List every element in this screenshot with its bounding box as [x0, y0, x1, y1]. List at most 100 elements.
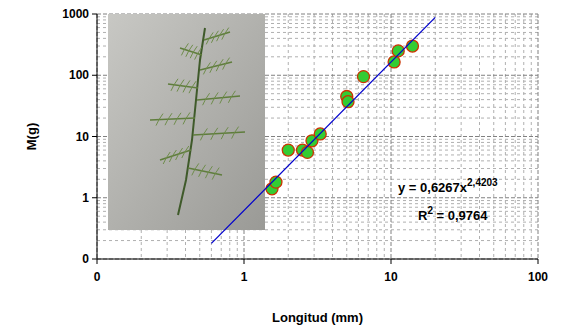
plot-data — [211, 17, 435, 243]
fern-leaf — [160, 150, 191, 160]
x-tick-label: 10 — [384, 270, 398, 284]
grid-line — [97, 259, 538, 260]
fern-leaflet — [195, 54, 198, 60]
fern-leaflet — [176, 154, 179, 160]
y-tick-label: 100 — [69, 68, 89, 82]
fern-leaflet — [159, 114, 163, 120]
fern-leaflet — [186, 51, 189, 57]
fern-leaflet — [171, 85, 174, 91]
fern-leaflet — [231, 91, 235, 97]
x-tick-label: 100 — [528, 270, 548, 284]
fern-leaflet — [220, 98, 223, 104]
y-tick — [92, 14, 97, 15]
fern-leaflet — [195, 163, 199, 169]
x-tick — [244, 259, 245, 264]
fern-leaflet — [185, 146, 189, 152]
fern-leaflet — [206, 38, 209, 44]
fern-leaflet — [192, 169, 195, 175]
fern-leaflet — [225, 28, 229, 34]
fern-leaf — [188, 168, 222, 175]
photo-background — [108, 14, 265, 230]
fern-leaflet — [215, 168, 219, 174]
fern-leaflet — [217, 35, 220, 41]
fern-leaflet — [214, 128, 218, 134]
fern-leaflet — [163, 158, 166, 164]
fern-leaflet — [165, 119, 168, 125]
fern-leaflet — [182, 152, 185, 158]
fern-leaflet — [220, 29, 224, 35]
fern-leaflet — [180, 80, 184, 86]
fern-leaflet — [168, 113, 172, 119]
x-tick — [97, 259, 98, 264]
data-point — [301, 146, 313, 158]
fern-leaflet — [228, 97, 231, 103]
y-tick — [92, 197, 97, 198]
fern-leaflet — [212, 174, 215, 180]
fern-leaflet — [156, 120, 159, 126]
fern-leaflet — [189, 87, 192, 93]
x-axis-title: Longitud (mm) — [272, 310, 363, 325]
x-tick — [538, 259, 539, 264]
fern-leaflet — [205, 172, 208, 178]
fern-leaflet — [214, 92, 218, 98]
annotation-text: = 0,9764 — [433, 208, 488, 223]
minor-grid-line — [288, 14, 289, 259]
fern-leaflet — [222, 34, 225, 40]
inset-photo — [108, 14, 265, 230]
fern-leaflet — [209, 32, 213, 38]
fit-line — [211, 17, 435, 243]
grid — [97, 14, 538, 259]
fern-leaflet — [235, 127, 239, 133]
x-tick — [391, 259, 392, 264]
fern-leaflet — [232, 133, 235, 139]
fern-leaflet — [183, 118, 186, 124]
fern-leaflet — [210, 67, 213, 73]
fern-leaflet — [186, 80, 190, 86]
fern-leaflet — [221, 133, 224, 139]
data-point — [406, 40, 418, 52]
y-tick — [92, 75, 97, 76]
y-tick — [92, 136, 97, 137]
x-tick-label: 0 — [94, 270, 101, 284]
fern-leaf — [200, 62, 232, 70]
data-point — [388, 56, 400, 68]
fern-leaflet — [169, 156, 172, 162]
fern-leaflet — [192, 81, 196, 87]
y-tick — [92, 259, 97, 260]
fern-leaf — [193, 132, 245, 135]
minor-grid-line — [97, 240, 538, 241]
fern-stem — [178, 28, 205, 215]
y-tick-label: 10 — [76, 130, 90, 144]
data-point — [282, 144, 294, 156]
fern-leaflet — [206, 62, 210, 68]
x-tick-label: 1 — [241, 270, 248, 284]
fern-leaflet — [198, 48, 202, 54]
fern-leaflet — [216, 65, 219, 71]
fern-leaflet — [179, 148, 183, 154]
background — [0, 0, 574, 333]
x-axis-line — [97, 259, 538, 260]
fern-leaflet — [183, 86, 186, 92]
annotation-superscript: 2,4203 — [467, 177, 498, 188]
y-tick-label: 0 — [82, 252, 89, 266]
fern-leaflet — [208, 166, 212, 172]
data-point — [357, 71, 369, 83]
fern-leaflet — [211, 98, 214, 104]
fern-leaflet — [211, 134, 214, 140]
fern-leaflet — [200, 134, 203, 140]
fern-leaf — [197, 96, 240, 100]
fern-leaflet — [190, 52, 193, 58]
fern-leaflet — [174, 119, 177, 125]
y-axis-title: M(g) — [24, 123, 39, 150]
fern-leaflet — [181, 49, 184, 55]
fern-leaflet — [193, 46, 197, 52]
annotation: y = 0,6267x2,4203 — [398, 177, 498, 195]
annotation: R2 = 0,9764 — [418, 205, 488, 223]
fern-leaflet — [174, 79, 178, 85]
fern-leaflet — [213, 61, 217, 67]
chart: 011010001101001000Longitud (mm)M(g)y = 0… — [0, 0, 574, 333]
y-tick-label: 1 — [82, 191, 89, 205]
fern-leaflet — [214, 31, 218, 37]
fern-leaflet — [203, 99, 206, 105]
fern-leaflet — [177, 113, 181, 119]
